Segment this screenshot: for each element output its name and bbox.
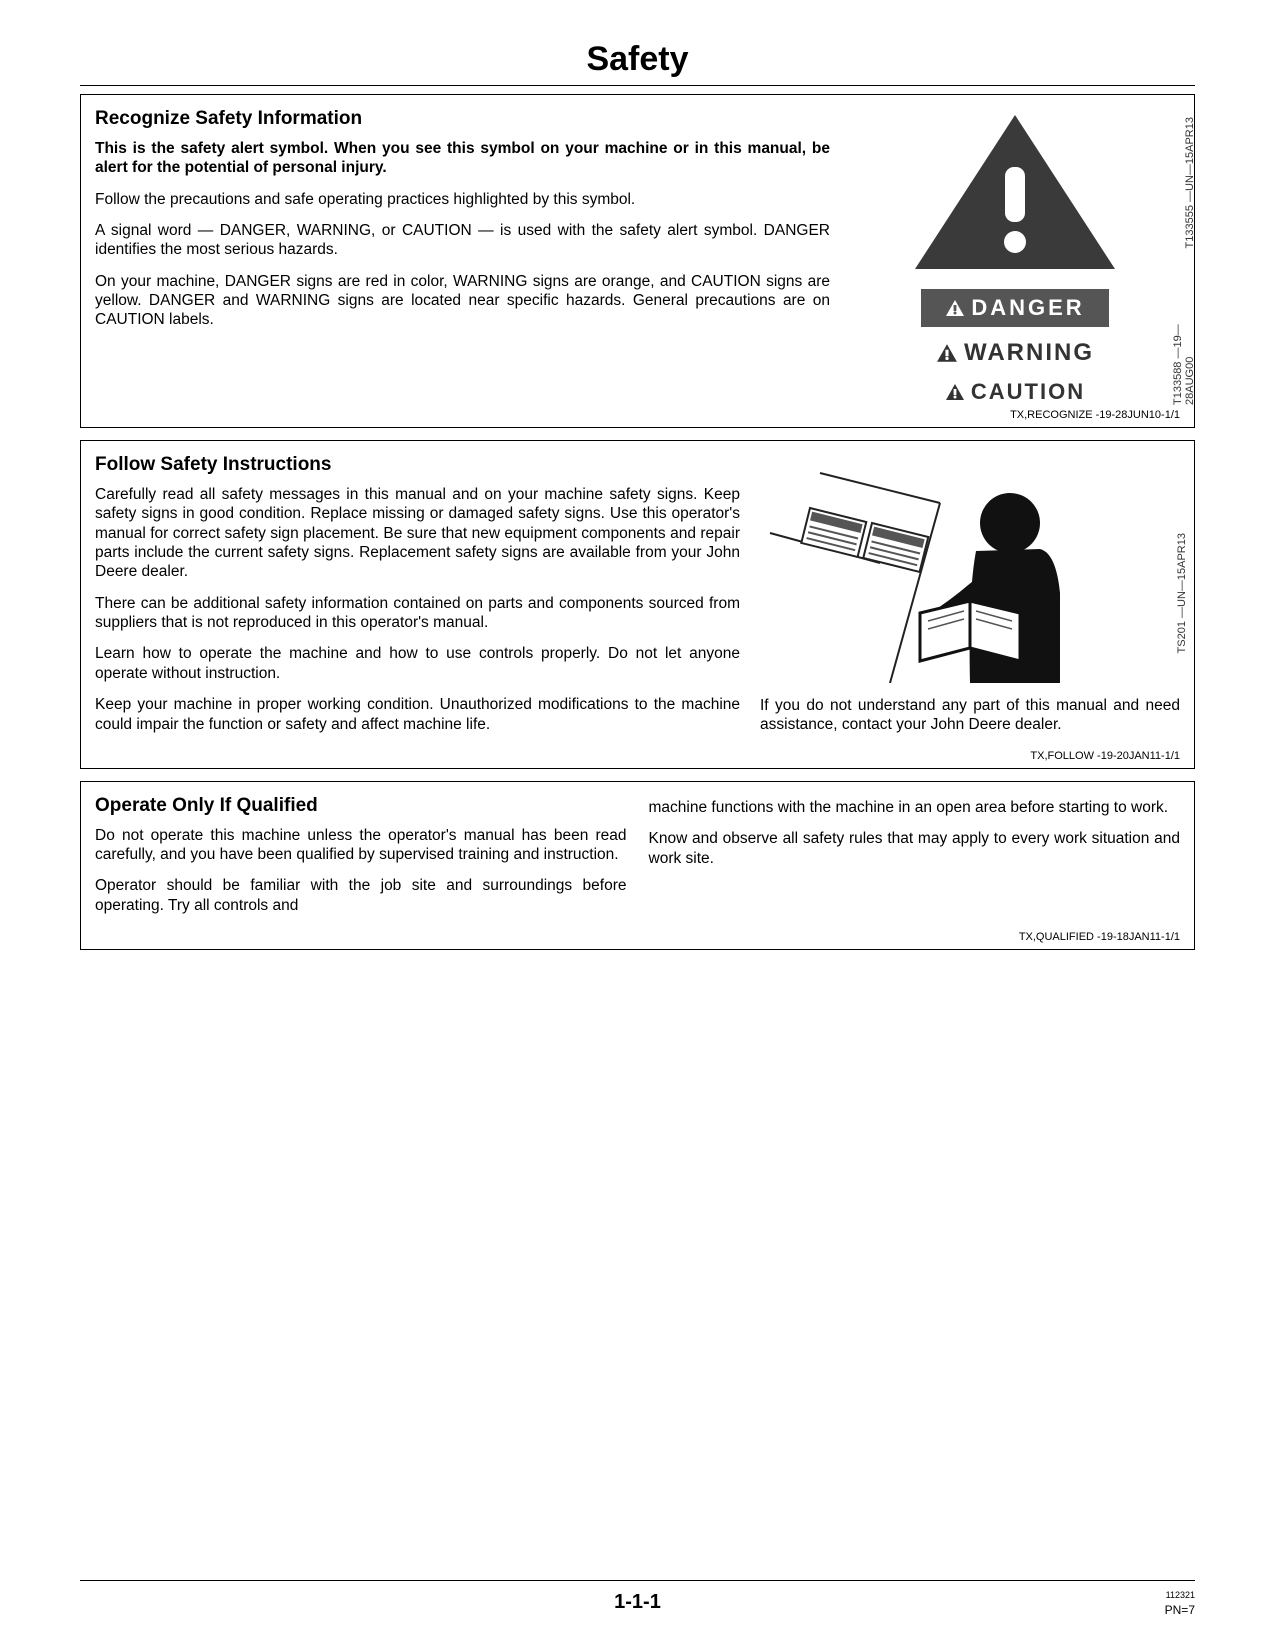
section3-right-column: machine functions with the machine in an…	[649, 794, 1181, 927]
section1-foot-code: TX,RECOGNIZE -19-28JUN10-1/1	[95, 409, 1180, 421]
section2-foot-code: TX,FOLLOW -19-20JAN11-1/1	[95, 750, 1180, 762]
section3-left-p2: Operator should be familiar with the job…	[95, 876, 627, 915]
section-operate-qualified: Operate Only If Qualified Do not operate…	[80, 781, 1195, 950]
section1-p1: This is the safety alert symbol. When yo…	[95, 139, 830, 178]
section2-text-column: Follow Safety Instructions Carefully rea…	[95, 453, 740, 746]
section3-left-p1: Do not operate this machine unless the o…	[95, 826, 627, 865]
alert-icon-small	[945, 383, 965, 401]
caution-label: CAUTION	[945, 379, 1085, 405]
section3-right-p1: machine functions with the machine in an…	[649, 798, 1181, 817]
section3-foot-code: TX,QUALIFIED -19-18JAN11-1/1	[95, 931, 1180, 943]
section3-right-p2: Know and observe all safety rules that m…	[649, 829, 1181, 868]
section1-side-code-2: T133588 —19—28AUG00	[1172, 297, 1196, 405]
warning-label-text: WARNING	[964, 339, 1094, 367]
footer-fine-code: 112321	[1165, 1589, 1195, 1602]
warning-label: WARNING	[936, 339, 1094, 367]
section1-side-code-1: T133555 —UN—15APR13	[1184, 117, 1196, 248]
page-title: Safety	[586, 40, 688, 79]
section1-title: Recognize Safety Information	[95, 107, 830, 131]
section2-title: Follow Safety Instructions	[95, 453, 740, 477]
section2-graphic-column: TS201 —UN—15APR13 If you do not understa…	[760, 453, 1180, 746]
safety-alert-triangle-icon	[905, 107, 1125, 277]
section1-p2: Follow the precautions and safe operatin…	[95, 190, 830, 209]
footer-page-number: 1-1-1	[614, 1591, 661, 1614]
section1-p3: A signal word — DANGER, WARNING, or CAUT…	[95, 221, 830, 260]
alert-icon-small	[945, 299, 965, 317]
section2-p3: Learn how to operate the machine and how…	[95, 644, 740, 683]
danger-label-text: DANGER	[971, 295, 1084, 321]
section1-graphic-column: DANGER WARNING CAUTION T133555 —UN—15APR…	[850, 107, 1180, 405]
section1-p4: On your machine, DANGER signs are red in…	[95, 272, 830, 330]
footer-right-block: 112321 PN=7	[1165, 1589, 1195, 1618]
section2-p4: Keep your machine in proper working cond…	[95, 695, 740, 734]
alert-icon-small	[936, 343, 958, 363]
section2-p1: Carefully read all safety messages in th…	[95, 485, 740, 582]
footer-pn: PN=7	[1165, 1602, 1195, 1619]
section-recognize-safety: Recognize Safety Information This is the…	[80, 94, 1195, 428]
section1-text-column: Recognize Safety Information This is the…	[95, 107, 830, 405]
section2-side-code: TS201 —UN—15APR13	[1176, 533, 1188, 653]
danger-label: DANGER	[921, 289, 1108, 327]
manual-reader-pictogram-icon	[760, 453, 1080, 683]
page-footer: 1-1-1 112321 PN=7	[80, 1580, 1195, 1614]
section2-p2: There can be additional safety informati…	[95, 594, 740, 633]
page-header: Safety	[80, 40, 1195, 86]
section2-right-text: If you do not understand any part of thi…	[760, 696, 1180, 735]
caution-label-text: CAUTION	[971, 379, 1085, 405]
section3-title: Operate Only If Qualified	[95, 794, 627, 818]
section3-left-column: Operate Only If Qualified Do not operate…	[95, 794, 627, 927]
section-follow-instructions: Follow Safety Instructions Carefully rea…	[80, 440, 1195, 769]
page: Safety Recognize Safety Information This…	[0, 0, 1275, 1650]
